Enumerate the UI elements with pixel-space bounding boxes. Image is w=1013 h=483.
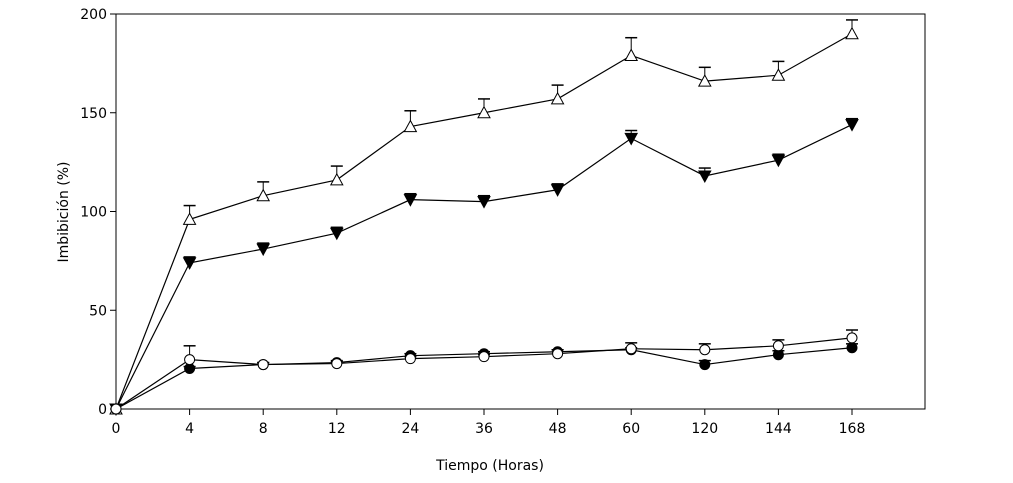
data-point — [477, 105, 491, 119]
data-point — [845, 119, 859, 132]
x-tick-label: 4 — [185, 421, 194, 437]
x-axis-label: Tiempo (Horas) — [435, 458, 544, 474]
data-point — [257, 359, 269, 371]
data-point — [477, 196, 491, 209]
x-tick-label: 12 — [328, 421, 346, 437]
data-point — [550, 184, 565, 197]
series-open-circle — [110, 329, 858, 415]
x-tick-label: 168 — [839, 421, 866, 437]
data-point — [624, 132, 639, 146]
data-point — [184, 354, 196, 366]
data-point — [403, 119, 418, 133]
data-point — [846, 332, 858, 344]
data-point — [625, 343, 637, 355]
data-point — [404, 353, 416, 365]
y-axis-label: Imbibición (%) — [56, 161, 72, 262]
x-tick-label: 0 — [112, 421, 121, 437]
data-point — [697, 74, 712, 87]
x-tick-label: 60 — [622, 421, 640, 437]
data-point — [846, 342, 858, 354]
x-tick-label: 120 — [691, 421, 718, 437]
data-point — [771, 68, 786, 81]
y-tick-label: 150 — [80, 106, 107, 122]
data-point — [624, 48, 639, 61]
x-tick-label: 48 — [549, 421, 567, 437]
x-tick-label: 144 — [765, 421, 792, 437]
x-tick-label: 24 — [401, 421, 419, 437]
data-point — [110, 403, 122, 415]
data-point — [182, 212, 197, 225]
x-tick-label: 36 — [475, 421, 493, 437]
series-marks — [109, 19, 859, 417]
data-point — [329, 227, 344, 241]
data-point — [331, 358, 343, 370]
data-point — [182, 257, 197, 270]
series-filled-triangle-down — [109, 117, 859, 417]
data-point — [552, 348, 564, 360]
y-tick-label: 0 — [98, 402, 107, 418]
data-point — [699, 344, 711, 356]
data-point — [699, 359, 711, 371]
data-point — [478, 351, 490, 363]
x-tick-label: 8 — [259, 421, 268, 437]
y-tick-label: 100 — [80, 205, 107, 221]
data-point — [329, 172, 344, 186]
data-point — [256, 243, 271, 257]
data-point — [771, 154, 786, 168]
y-tick-label: 50 — [89, 303, 107, 319]
data-point — [403, 194, 418, 207]
y-tick-label: 200 — [80, 7, 107, 23]
data-point — [256, 188, 271, 202]
data-point — [697, 170, 712, 183]
data-point — [845, 26, 859, 40]
data-point — [772, 340, 784, 352]
plot-frame — [115, 13, 926, 410]
data-point — [550, 91, 565, 105]
